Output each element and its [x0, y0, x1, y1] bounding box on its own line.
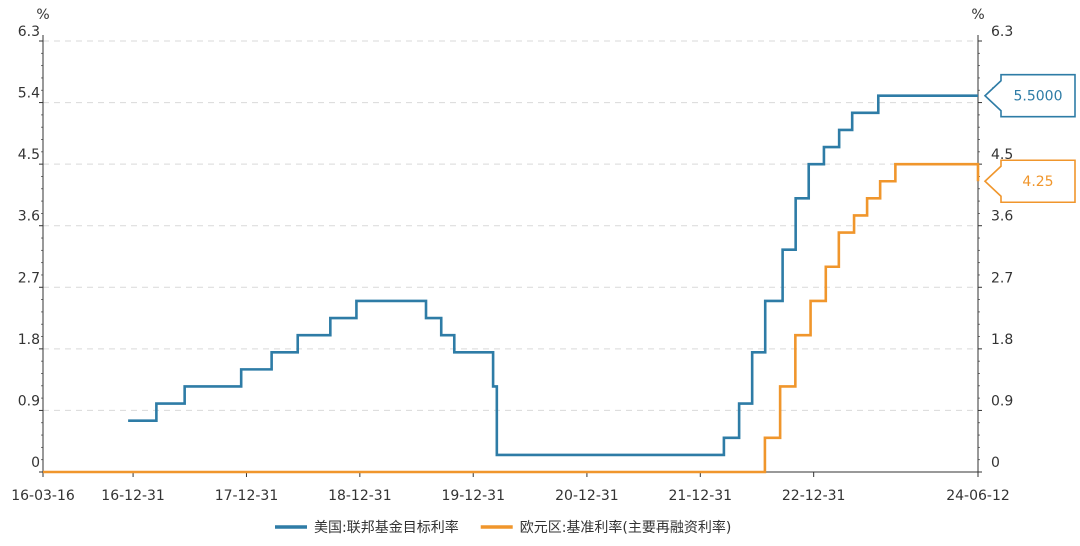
y-tick-label-left: 6.3: [18, 24, 40, 40]
y-tick-label-left: 2.7: [18, 270, 40, 286]
x-tick-label: 24-06-12: [946, 488, 1010, 504]
y-tick-label-left: 5.4: [18, 86, 40, 102]
legend: 美国:联邦基金目标利率 欧元区:基准利率(主要再融资利率): [275, 519, 731, 536]
x-tick-label: 18-12-31: [328, 488, 392, 504]
y-tick-label-right: 4.5: [991, 147, 1013, 163]
end-value-callouts: 5.5000 4.25: [983, 73, 1076, 204]
series-line-1: [128, 94, 978, 457]
end-callout-label-1: 5.5000: [1014, 89, 1063, 105]
legend-label-2: 欧元区:基准利率(主要再融资利率): [520, 519, 732, 536]
y-unit-left: %: [36, 7, 49, 23]
x-tick-label: 17-12-31: [215, 488, 279, 504]
end-callout-2: [983, 159, 1076, 204]
series-layer: [42, 94, 980, 474]
y-tick-label-right: 3.6: [991, 209, 1013, 225]
y-tick-label-left: 4.5: [18, 147, 40, 163]
x-tick-label: 19-12-31: [441, 488, 505, 504]
axes: 000.90.91.81.82.72.73.63.64.54.55.45.46.…: [11, 7, 1013, 504]
y-tick-label-right: 0: [991, 455, 1000, 471]
y-tick-label-left: 0: [31, 455, 40, 471]
y-tick-label-left: 3.6: [18, 209, 40, 225]
grid-lines: [43, 40, 978, 411]
x-tick-label: 16-12-31: [101, 488, 165, 504]
y-tick-label-right: 6.3: [991, 24, 1013, 40]
series-line-2: [43, 162, 980, 474]
end-callout-1: [983, 73, 1076, 118]
x-tick-label: 16-03-16: [11, 488, 75, 504]
y-tick-label-right: 1.8: [991, 332, 1013, 348]
end-callout-label-2: 4.25: [1022, 174, 1053, 190]
x-tick-label: 21-12-31: [669, 488, 733, 504]
y-tick-label-right: 2.7: [991, 270, 1013, 286]
legend-label-1: 美国:联邦基金目标利率: [314, 519, 459, 536]
y-tick-label-right: 0.9: [991, 393, 1013, 409]
x-tick-label: 22-12-31: [782, 488, 846, 504]
y-tick-label-left: 1.8: [18, 332, 40, 348]
y-tick-label-left: 0.9: [18, 393, 40, 409]
y-unit-right: %: [971, 7, 984, 23]
x-tick-label: 20-12-31: [555, 488, 619, 504]
